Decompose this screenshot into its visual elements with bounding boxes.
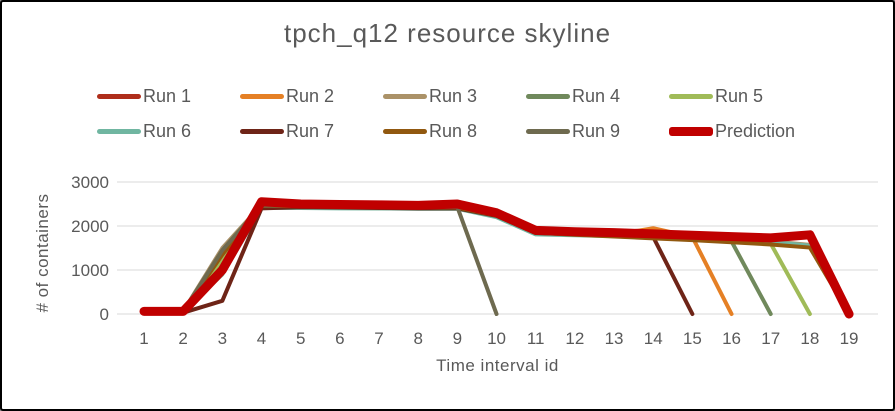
legend-item-prediction: Prediction	[669, 121, 812, 142]
y-axis-title: # of containers	[33, 193, 52, 313]
x-tick-label: 5	[296, 329, 305, 348]
x-tick-label: 9	[453, 329, 462, 348]
legend-label: Run 1	[143, 85, 192, 106]
legend-item-run-7: Run 7	[240, 121, 383, 142]
legend-swatch	[669, 126, 713, 136]
x-tick-label: 10	[487, 329, 506, 348]
chart-title: tpch_q12 resource skyline	[283, 18, 612, 48]
legend-label: Run 7	[286, 120, 335, 141]
x-tick-label: 16	[722, 329, 741, 348]
x-tick-label: 14	[644, 329, 663, 348]
x-tick-label: 3	[218, 329, 227, 348]
legend-label: Run 9	[572, 120, 621, 141]
legend-swatch	[669, 93, 713, 99]
legend-swatch	[526, 128, 570, 134]
legend-item-run-6: Run 6	[97, 121, 240, 142]
x-tick-label: 15	[683, 329, 702, 348]
legend-swatch	[240, 93, 284, 99]
x-tick-label: 4	[257, 329, 266, 348]
x-tick-label: 7	[374, 329, 383, 348]
y-tick-label: 1000	[71, 261, 109, 280]
x-axis-title: Time interval id	[436, 356, 559, 375]
legend-item-run-8: Run 8	[383, 121, 526, 142]
legend-swatch	[526, 93, 570, 99]
legend-label: Run 8	[429, 120, 478, 141]
legend-label: Run 2	[286, 85, 335, 106]
x-tick-label: 1	[139, 329, 148, 348]
x-tick-label: 19	[840, 329, 859, 348]
legend-item-run-4: Run 4	[526, 86, 669, 107]
legend-swatch	[240, 128, 284, 134]
legend-item-run-1: Run 1	[97, 86, 240, 107]
y-tick-label: 3000	[71, 173, 109, 192]
legend-label: Run 6	[143, 120, 192, 141]
legend-swatch	[97, 128, 141, 134]
legend-swatch	[383, 93, 427, 99]
x-tick-label: 18	[800, 329, 819, 348]
legend-label: Run 5	[715, 85, 764, 106]
x-tick-label: 13	[605, 329, 624, 348]
legend-row-2: Run 6 Run 7 Run 8 Run 9 Prediction	[97, 120, 812, 142]
x-tick-label: 8	[413, 329, 422, 348]
legend-item-run-9: Run 9	[526, 121, 669, 142]
legend-label: Run 3	[429, 85, 478, 106]
legend-item-run-2: Run 2	[240, 86, 383, 107]
legend-row-1: Run 1 Run 2 Run 3 Run 4 Run 5	[97, 85, 812, 107]
y-tick-label: 2000	[71, 217, 109, 236]
legend-label: Prediction	[715, 120, 796, 141]
x-tick-label: 11	[527, 329, 545, 348]
x-tick-label: 6	[335, 329, 344, 348]
x-tick-label: 2	[178, 329, 187, 348]
x-tick-label: 12	[565, 329, 584, 348]
legend-swatch	[97, 93, 141, 99]
x-tick-label: 17	[761, 329, 780, 348]
legend-item-run-5: Run 5	[669, 86, 812, 107]
legend-swatch	[383, 128, 427, 134]
legend-item-run-3: Run 3	[383, 86, 526, 107]
y-tick-label: 0	[100, 305, 109, 324]
series-line-prediction	[139, 197, 854, 319]
legend-label: Run 4	[572, 85, 621, 106]
